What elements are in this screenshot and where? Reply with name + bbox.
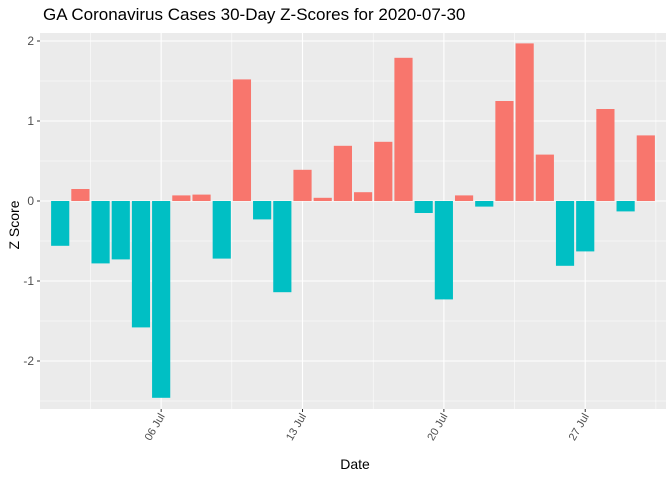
bar-2020-07-20 [434,201,453,300]
bar-2020-07-15 [333,145,352,201]
bar-2020-07-22 [475,201,494,207]
x-tick-label: 13 Jul [284,412,309,443]
bar-2020-07-03 [91,201,110,264]
bar-2020-07-07 [172,195,191,201]
y-tick-label: -1 [23,274,34,288]
bar-2020-07-06 [152,201,171,398]
bar-2020-07-21 [454,195,474,201]
bars [51,43,655,398]
y-tick-label: 2 [27,34,34,48]
bar-2020-07-24 [515,43,534,202]
bar-2020-07-16 [354,192,373,201]
bar-2020-07-14 [313,197,332,201]
bar-2020-07-26 [555,201,575,266]
bar-2020-07-29 [616,201,635,212]
bar-2020-07-05 [131,201,151,328]
chart-title: GA Coronavirus Cases 30-Day Z-Scores for… [43,5,466,24]
x-tick-label: 27 Jul [567,412,592,443]
bar-2020-07-10 [232,79,252,201]
minor-gridlines [40,33,666,409]
bar-2020-07-27 [576,201,595,252]
bar-2020-07-17 [374,141,393,201]
x-axis-label: Date [340,456,370,472]
bar-2020-07-19 [414,201,433,213]
bar-2020-07-02 [71,189,90,201]
bar-2020-07-13 [293,169,312,201]
bar-2020-07-09 [212,201,231,259]
bar-2020-07-18 [394,57,413,201]
bar-2020-07-11 [253,201,272,220]
y-tick-label: 0 [27,194,34,208]
bar-2020-07-08 [192,194,211,201]
y-tick-label: -2 [23,354,34,368]
y-tick-label: 1 [27,114,34,128]
bar-2020-07-30 [636,135,655,201]
bar-2020-07-23 [495,101,514,201]
x-tick-label: 06 Jul [143,412,168,443]
bar-2020-07-01 [51,201,70,246]
bar-2020-07-12 [273,201,292,293]
bar-2020-07-28 [596,109,615,201]
bar-2020-07-25 [535,154,554,201]
bar-2020-07-04 [111,201,130,260]
x-tick-label: 20 Jul [425,412,450,443]
